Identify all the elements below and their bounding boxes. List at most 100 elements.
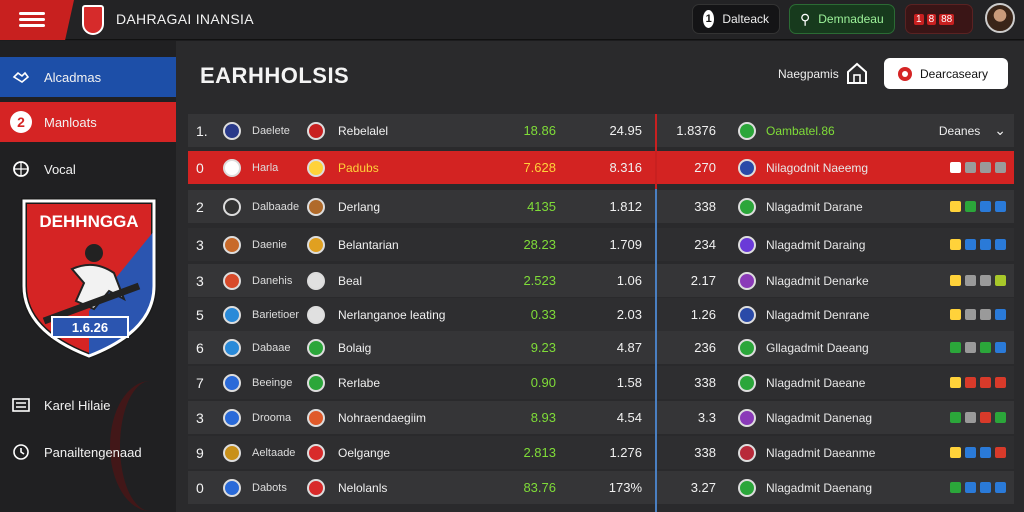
opponent-name[interactable]: Nlagadmit Denarke — [766, 273, 869, 288]
opponent-name[interactable]: Nlagadmit Denrane — [766, 307, 870, 322]
list-icon — [10, 394, 32, 416]
page-title: EARHHOLSIS — [200, 63, 350, 88]
sidebar-item-karel-hilaie[interactable]: Karel Hilaie — [0, 385, 176, 425]
form-indicator — [965, 201, 976, 212]
form-indicator — [965, 275, 976, 286]
rank: 1. — [196, 122, 208, 139]
stat-value-2: 1.58 — [616, 375, 642, 390]
opponent-badge-cell — [736, 471, 758, 504]
team-badge-cell — [222, 264, 242, 297]
opponent-badge-cell — [736, 331, 758, 364]
form-indicator — [995, 377, 1006, 388]
form-indicators — [936, 264, 1006, 297]
sidebar-item-vocal[interactable]: Vocal — [0, 149, 176, 189]
form-indicator — [980, 239, 991, 250]
chevron-down-icon[interactable]: ⌄ — [994, 122, 1006, 138]
table-row[interactable]: 3 Danehis Beal 2.523 1.06 2.17 Nlagadmit Denar… — [188, 264, 1014, 297]
opponent-name[interactable]: Nlagadmit Danenag — [766, 410, 873, 425]
menu-button[interactable] — [0, 0, 74, 40]
opponent-name[interactable]: Gllagadmit Daeang — [766, 340, 869, 355]
table-row[interactable]: 3 Daenie Belantarian 28.23 1.709 234 Nlagadmit… — [188, 228, 1014, 261]
stat-value-1: 8.93 — [530, 410, 556, 425]
form-indicator — [995, 162, 1006, 173]
opponent-badge-icon — [738, 121, 756, 140]
form-indicator — [995, 275, 1006, 286]
table-row[interactable]: 1. Daelete Rebelalel 18.86 24.95 1.8376 Oambat… — [188, 114, 1014, 147]
team-name[interactable]: Derlang — [338, 199, 381, 214]
team-name[interactable]: Oelgange — [338, 445, 391, 460]
team-badge-icon — [223, 478, 241, 497]
table-row[interactable]: 3 Drooma Nohraendaegiim 8.93 4.54 3.3 Nlagadmi… — [188, 401, 1014, 434]
form-indicator — [965, 482, 976, 493]
opponent-badge-icon — [738, 235, 756, 254]
team-short-name: Harla — [252, 161, 279, 174]
opponent-name[interactable]: Nilagodnit Naeemg — [766, 160, 869, 175]
table-row[interactable]: 9 Aeltaade Oelgange 2.813 1.276 338 Nlagadmit … — [188, 436, 1014, 469]
team-badge-cell — [222, 436, 242, 469]
primary-action-button[interactable]: Dearcaseary — [884, 58, 1008, 89]
team-name[interactable]: Bolaig — [338, 340, 372, 355]
form-indicators — [936, 471, 1006, 504]
club-badge-icon — [307, 235, 325, 254]
club-badge-cell — [306, 436, 326, 469]
opponent-badge-icon — [738, 373, 756, 392]
notifications-button[interactable]: 1 8 88 — [905, 4, 973, 34]
team-name[interactable]: Nerlanganoe leating — [338, 307, 446, 322]
form-indicator — [980, 309, 991, 320]
table-row[interactable]: 2 Dalbaade Derlang 4135 1.812 338 Nlagadmit Da… — [188, 190, 1014, 223]
decorative-swoosh — [110, 381, 190, 511]
club-badge-cell — [306, 264, 326, 297]
rank: 2 — [196, 198, 204, 215]
sidebar-item-manloats[interactable]: 2 Manloats — [0, 102, 176, 142]
sidebar-item-panailtengenaad[interactable]: Panailtengenaad — [0, 432, 176, 472]
opponent-name[interactable]: Nlagadmit Daeanme — [766, 445, 876, 460]
team-badge-cell — [222, 401, 242, 434]
table-row[interactable]: 6 Dabaae Bolaig 9.23 4.87 236 Gllagadmit Daean… — [188, 331, 1014, 364]
form-indicator — [980, 201, 991, 212]
opponent-name[interactable]: Nlagadmit Daraing — [766, 237, 866, 252]
rank: 0 — [196, 479, 204, 496]
form-indicators — [936, 366, 1006, 399]
team-name[interactable]: Nohraendaegiim — [338, 410, 427, 425]
home-icon[interactable] — [846, 61, 868, 85]
team-badge-cell — [222, 298, 242, 331]
stat-value-3: 234 — [694, 237, 716, 252]
table-row[interactable]: 0 Harla Padubs 7.628 8.316 270 Nilagodnit Naee… — [188, 151, 1014, 184]
team-name[interactable]: Rebelalel — [338, 123, 389, 138]
notification-count-3: 88 — [939, 13, 955, 25]
team-short-name: Drooma — [252, 411, 292, 424]
avatar[interactable] — [985, 3, 1015, 33]
stat-value-1: 18.86 — [523, 123, 556, 138]
info-button[interactable]: 1 Dalteack — [692, 4, 780, 34]
club-badge-cell — [306, 190, 326, 223]
team-badge-icon — [223, 235, 241, 254]
opponent-name[interactable]: Oambatel.86 — [766, 123, 835, 138]
stat-value-3: 3.27 — [690, 480, 716, 495]
team-name[interactable]: Padubs — [338, 160, 379, 175]
team-badge-icon — [223, 305, 241, 324]
stat-value-1: 0.90 — [530, 375, 556, 390]
team-badge-cell — [222, 331, 242, 364]
notification-count-2: 8 — [926, 13, 937, 25]
search-button[interactable]: ⚲ Demnadeau — [789, 4, 895, 34]
table-row[interactable]: 0 Dabots Nelolanls 83.76 173% 3.27 Nlagadmit D… — [188, 471, 1014, 504]
opponent-name[interactable]: Nlagadmit Daenang — [766, 480, 873, 495]
sidebar-item-alcadmas[interactable]: Alcadmas — [0, 57, 176, 97]
table-row[interactable]: 5 Barietioer Nerlanganoe leating 0.33 2.03 1.… — [188, 298, 1014, 331]
club-logo-icon[interactable] — [82, 5, 104, 35]
opponent-name[interactable]: Nlagadmit Daeane — [766, 375, 866, 390]
rank: 9 — [196, 444, 204, 461]
form-indicators — [936, 151, 1006, 184]
team-name[interactable]: Belantarian — [338, 237, 399, 252]
rank: 3 — [196, 409, 204, 426]
club-badge-cell — [306, 151, 326, 184]
team-name[interactable]: Rerlabe — [338, 375, 381, 390]
team-badge-icon — [223, 338, 241, 357]
opponent-name[interactable]: Nlagadmit Darane — [766, 199, 863, 214]
opponent-badge-cell — [736, 151, 758, 184]
opponent-badge-cell — [736, 114, 758, 147]
form-indicators: Deanes ⌄ — [936, 114, 1006, 147]
team-name[interactable]: Nelolanls — [338, 480, 388, 495]
team-name[interactable]: Beal — [338, 273, 363, 288]
table-row[interactable]: 7 Beeinge Rerlabe 0.90 1.58 338 Nlagadmit Daea… — [188, 366, 1014, 399]
